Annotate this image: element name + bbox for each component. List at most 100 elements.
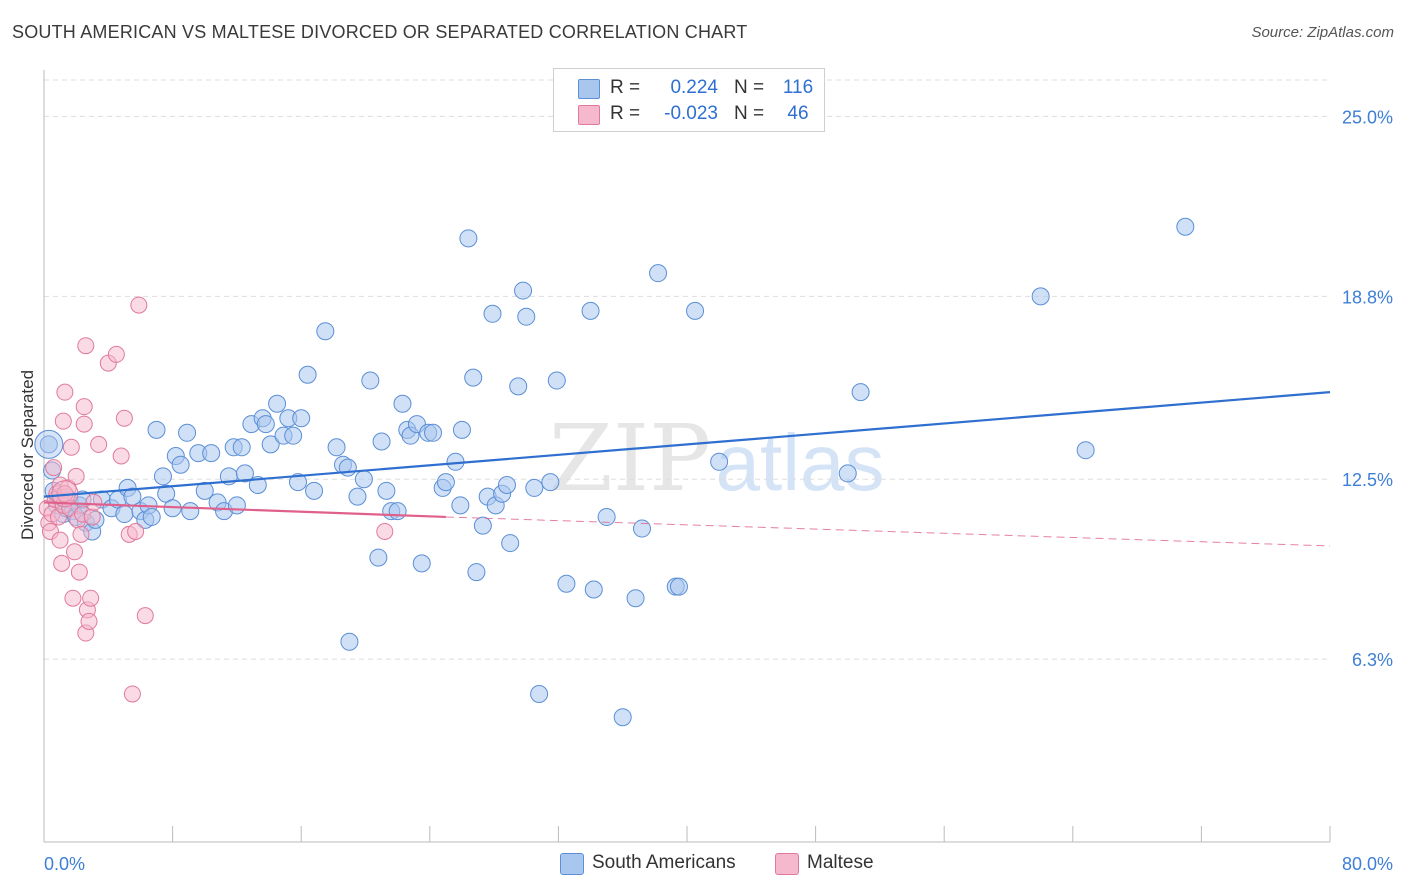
stats-box: R = 0.224 N = 116 R = -0.023 N = 46 bbox=[553, 68, 825, 132]
maltese-point bbox=[51, 531, 69, 549]
south-americans-point bbox=[547, 371, 566, 390]
south-americans-point bbox=[248, 476, 267, 495]
r-value: -0.023 bbox=[664, 103, 718, 124]
south-americans-point bbox=[669, 577, 688, 596]
south-americans-point bbox=[541, 473, 560, 492]
n-label: N = bbox=[734, 103, 765, 124]
south-americans-point bbox=[227, 496, 246, 515]
south-americans-point bbox=[153, 467, 172, 486]
watermark-zip: ZIP bbox=[549, 405, 711, 512]
south-americans-point bbox=[147, 420, 166, 439]
maltese-point bbox=[56, 383, 74, 401]
south-americans-point bbox=[261, 435, 280, 454]
maltese-point bbox=[123, 685, 141, 703]
maltese-point bbox=[53, 554, 71, 572]
r-label: R = bbox=[610, 103, 641, 124]
south-americans-point bbox=[459, 229, 478, 248]
south-americans-point bbox=[181, 502, 200, 521]
south-americans-point bbox=[632, 519, 651, 538]
south-americans-point bbox=[483, 304, 502, 323]
south-americans-point bbox=[305, 481, 324, 500]
south-americans-point bbox=[369, 548, 388, 567]
south-americans-point bbox=[557, 574, 576, 593]
y-tick-label: 18.8% bbox=[1342, 287, 1393, 307]
south-americans-point bbox=[235, 464, 254, 483]
south-americans-point bbox=[298, 365, 317, 384]
maltese-point bbox=[75, 398, 93, 416]
maltese-point bbox=[80, 612, 98, 630]
south-americans-point bbox=[626, 589, 645, 608]
south-americans-point bbox=[584, 580, 603, 599]
south-americans-point bbox=[525, 478, 544, 497]
maltese-point bbox=[70, 563, 88, 581]
south-americans-point bbox=[851, 383, 870, 402]
maltese-point bbox=[112, 447, 130, 465]
south-americans-point bbox=[497, 476, 516, 495]
south-americans-point bbox=[195, 481, 214, 500]
south-americans-point bbox=[1031, 287, 1050, 306]
south-americans-point bbox=[710, 452, 729, 471]
maltese-point bbox=[90, 435, 108, 453]
south-americans-point bbox=[581, 301, 600, 320]
south-americans-point bbox=[451, 496, 470, 515]
south-americans-point bbox=[467, 563, 486, 582]
maltese-point bbox=[127, 522, 145, 540]
south-americans-point bbox=[256, 415, 275, 434]
south-americans-point bbox=[436, 473, 455, 492]
x-tick-label: 0.0% bbox=[44, 854, 85, 874]
south-americans-point bbox=[115, 505, 134, 524]
r-value: 0.224 bbox=[670, 77, 718, 98]
south-americans-point bbox=[514, 281, 533, 300]
south-americans-point bbox=[202, 444, 221, 463]
south-americans-point-large bbox=[34, 429, 64, 459]
south-americans-swatch bbox=[578, 79, 600, 99]
south-americans-point bbox=[452, 420, 471, 439]
south-americans-point bbox=[316, 322, 335, 341]
south-americans-point bbox=[232, 438, 251, 457]
south-americans-point bbox=[178, 423, 197, 442]
south-americans-point bbox=[292, 409, 311, 428]
maltese-point bbox=[130, 296, 148, 314]
legend-label: South Americans bbox=[592, 852, 736, 873]
south-americans-point bbox=[268, 394, 287, 413]
south-americans-trendline bbox=[43, 391, 1331, 498]
maltese-point bbox=[75, 415, 93, 433]
chart-title: SOUTH AMERICAN VS MALTESE DIVORCED OR SE… bbox=[12, 22, 748, 42]
south-americans-point bbox=[412, 554, 431, 573]
maltese-point bbox=[115, 409, 133, 427]
maltese-point bbox=[136, 607, 154, 625]
r-label: R = bbox=[610, 77, 641, 98]
maltese-point bbox=[66, 543, 84, 561]
south-americans-point bbox=[393, 394, 412, 413]
maltese-trendline bbox=[43, 501, 446, 519]
maltese-point bbox=[77, 337, 95, 355]
south-americans-point bbox=[501, 534, 520, 553]
maltese-swatch bbox=[578, 105, 600, 125]
south-americans-point bbox=[361, 371, 380, 390]
n-value: 116 bbox=[782, 77, 814, 98]
south-americans-point bbox=[464, 368, 483, 387]
south-americans-point bbox=[517, 307, 536, 326]
maltese-point bbox=[45, 459, 63, 477]
maltese-point bbox=[72, 525, 90, 543]
south-americans-point bbox=[509, 377, 528, 396]
y-axis-label: Divorced or Separated bbox=[18, 369, 37, 541]
south-americans-point bbox=[142, 507, 161, 526]
maltese-point bbox=[54, 412, 72, 430]
south-americans-point bbox=[338, 458, 357, 477]
south-americans-point bbox=[424, 423, 443, 442]
maltese-point bbox=[83, 508, 101, 526]
south-americans-point bbox=[171, 455, 190, 474]
y-tick-label: 25.0% bbox=[1342, 107, 1393, 127]
south-americans-point bbox=[348, 487, 367, 506]
south-americans-point bbox=[597, 507, 616, 526]
legend-label: Maltese bbox=[807, 852, 874, 873]
maltese-point bbox=[107, 345, 125, 363]
y-tick-label: 6.3% bbox=[1352, 650, 1393, 670]
south-americans-point bbox=[838, 464, 857, 483]
south-americans-point bbox=[388, 502, 407, 521]
legend-swatch-maltese bbox=[775, 853, 799, 875]
n-label: N = bbox=[734, 77, 765, 98]
south-americans-point bbox=[686, 301, 705, 320]
